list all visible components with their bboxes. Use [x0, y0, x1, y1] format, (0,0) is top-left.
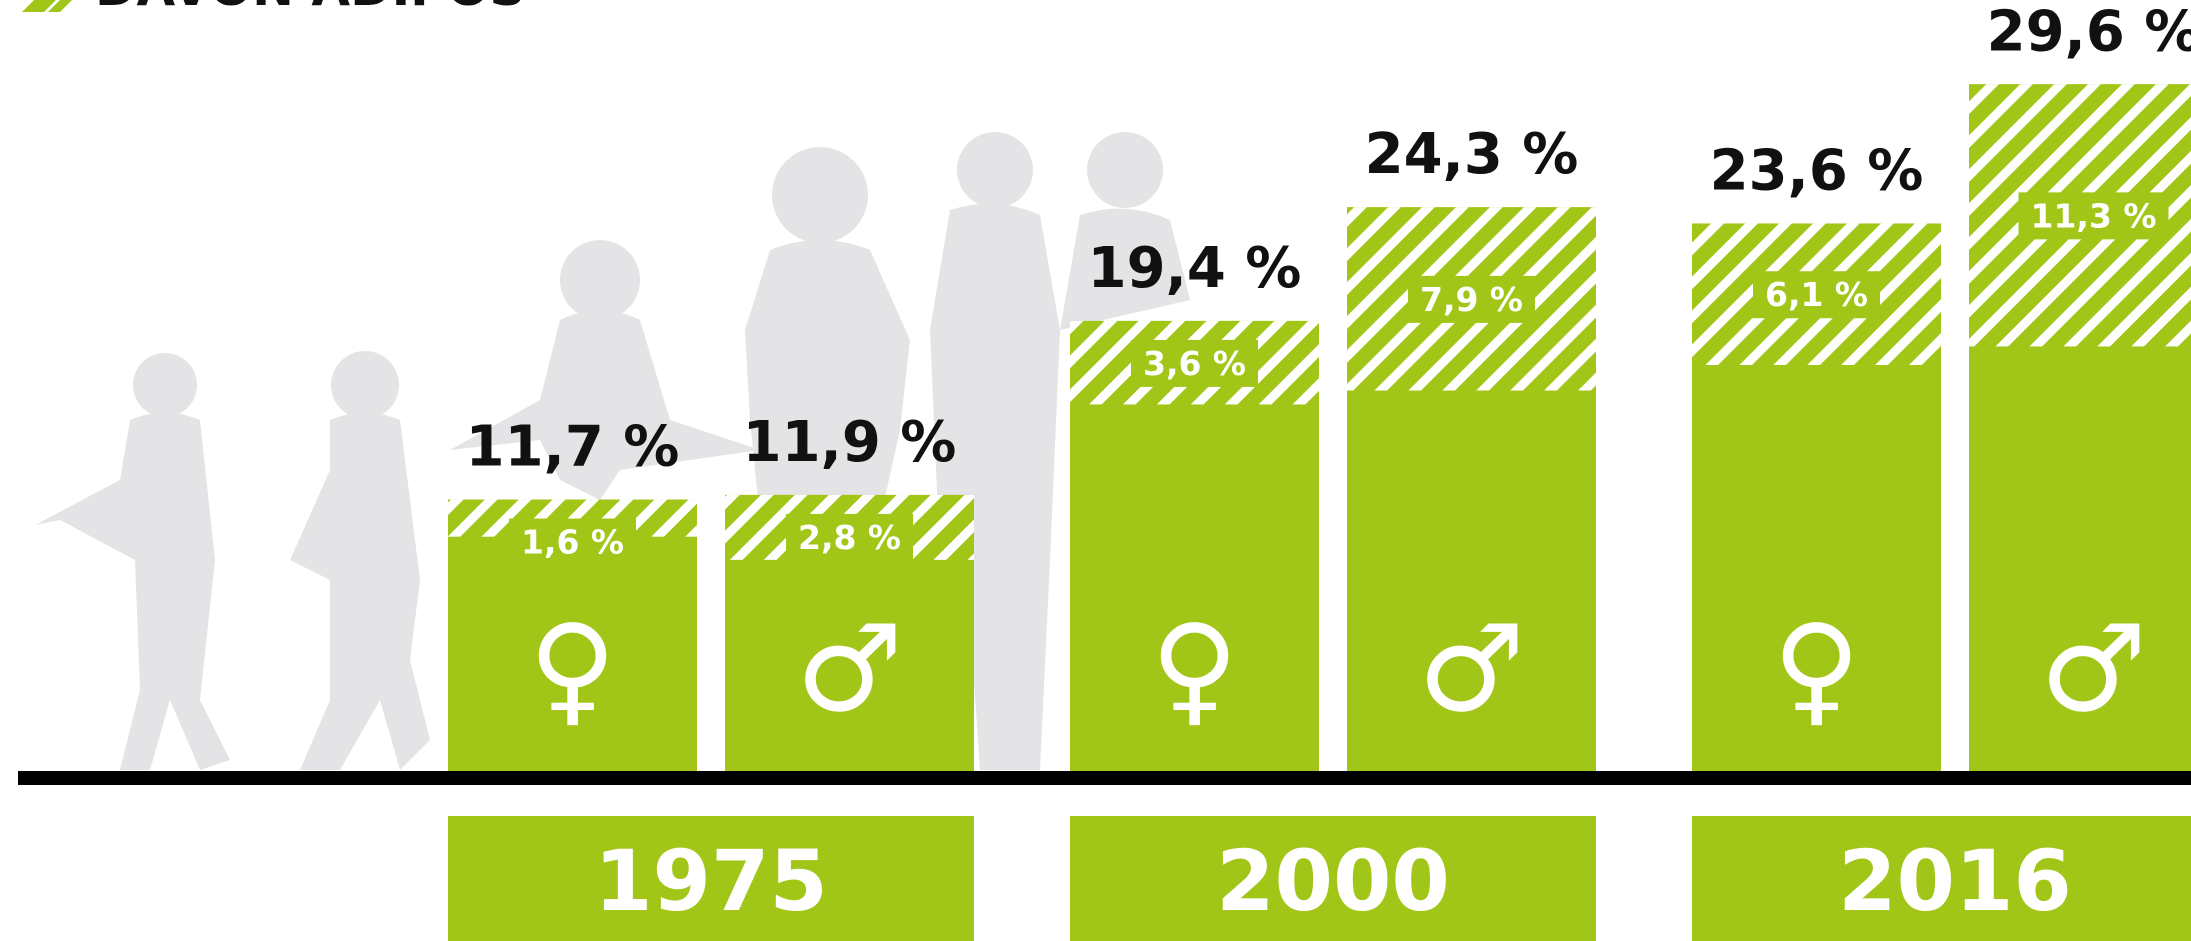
obese-label: 11,3 %	[2031, 196, 2157, 235]
bars: 1975 11,7 % 1,6 % ♀ 11,9 % 2,8 % ♂ 2000 19,4 % 3,…	[448, 0, 2191, 941]
year-box	[1692, 816, 2191, 941]
year-label: 2016	[1838, 832, 2072, 930]
baseline-axis	[18, 771, 2191, 785]
obese-label-bg	[2018, 192, 2169, 240]
obese-label: 3,6 %	[1143, 344, 1246, 383]
obese-label-bg	[785, 513, 914, 561]
value-label: 11,9 %	[743, 410, 957, 475]
legend-chevron	[22, 0, 72, 12]
gender-symbol: ♂	[796, 600, 904, 739]
gender-symbol: ♀	[529, 600, 617, 739]
obese-label: 7,9 %	[1420, 280, 1523, 319]
year-box	[1070, 816, 1596, 941]
legend-label: DAVON ADIPÖS	[95, 0, 525, 17]
gender-symbol: ♀	[1773, 600, 1861, 739]
obese-label: 6,1 %	[1765, 275, 1868, 314]
gender-symbol: ♂	[2040, 600, 2148, 739]
year-label: 2000	[1216, 832, 1450, 930]
obese-label-bg	[1130, 339, 1259, 387]
obese-label-bg	[1752, 271, 1881, 319]
year-box	[448, 816, 974, 941]
year-label: 1975	[594, 832, 828, 930]
obese-label-bg	[508, 518, 637, 566]
background-silhouettes	[35, 132, 1190, 771]
obese-label-bg	[1407, 275, 1536, 323]
obese-label: 2,8 %	[798, 518, 901, 557]
value-label: 23,6 %	[1710, 138, 1924, 203]
obese-label: 1,6 %	[521, 523, 624, 562]
value-label: 24,3 %	[1365, 122, 1579, 187]
value-label: 11,7 %	[466, 415, 680, 480]
gender-symbol: ♀	[1151, 600, 1239, 739]
gender-symbol: ♂	[1418, 600, 1526, 739]
value-label: 29,6 %	[1987, 0, 2191, 64]
value-label: 19,4 %	[1088, 236, 1302, 301]
